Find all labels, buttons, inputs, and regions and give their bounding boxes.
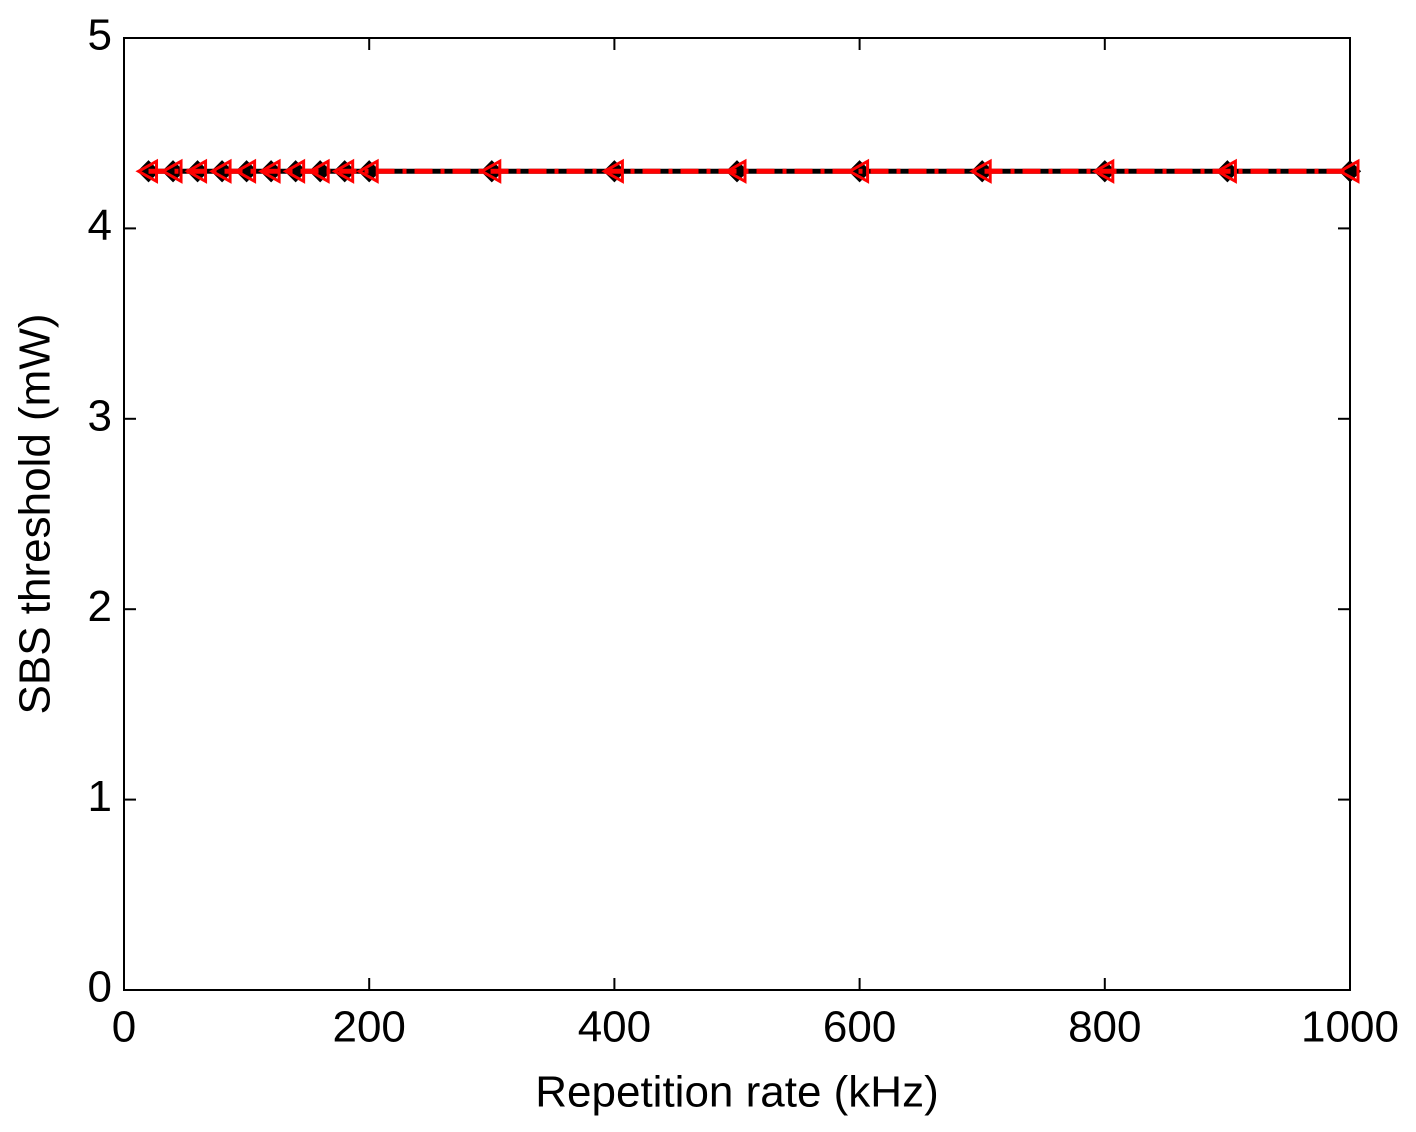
x-tick-label: 1000 (1301, 1003, 1399, 1052)
data-point (184, 158, 208, 184)
x-tick-label: 200 (332, 1003, 405, 1052)
data-point (258, 158, 281, 184)
x-tick-label: 800 (1068, 1003, 1141, 1052)
data-point (331, 158, 355, 184)
x-tick-label: 400 (578, 1003, 651, 1052)
data-point (356, 158, 379, 184)
data-point (846, 158, 870, 184)
y-tick-label: 3 (88, 391, 112, 440)
data-point (601, 158, 624, 184)
data-point (135, 158, 159, 184)
x-tick-label: 600 (823, 1003, 896, 1052)
data-point (1091, 158, 1115, 184)
y-tick-label: 2 (88, 582, 112, 631)
y-axis-label: SBS threshold (mW) (11, 314, 60, 715)
data-point (969, 158, 992, 184)
data-point (723, 158, 747, 184)
x-tick-label: 0 (112, 1003, 136, 1052)
data-point (159, 158, 183, 184)
y-tick-label: 4 (88, 201, 112, 250)
data-point (282, 158, 306, 184)
y-tick-label: 1 (88, 772, 112, 821)
data-point (307, 158, 330, 184)
data-point (1214, 158, 1237, 184)
data-point (478, 158, 502, 184)
data-point (233, 158, 257, 184)
x-axis-label: Repetition rate (kHz) (535, 1068, 938, 1117)
y-tick-label: 0 (88, 963, 112, 1012)
y-tick-label: 5 (88, 11, 112, 60)
data-point (1336, 158, 1360, 184)
plot-frame (123, 37, 1351, 991)
data-point (208, 158, 232, 184)
